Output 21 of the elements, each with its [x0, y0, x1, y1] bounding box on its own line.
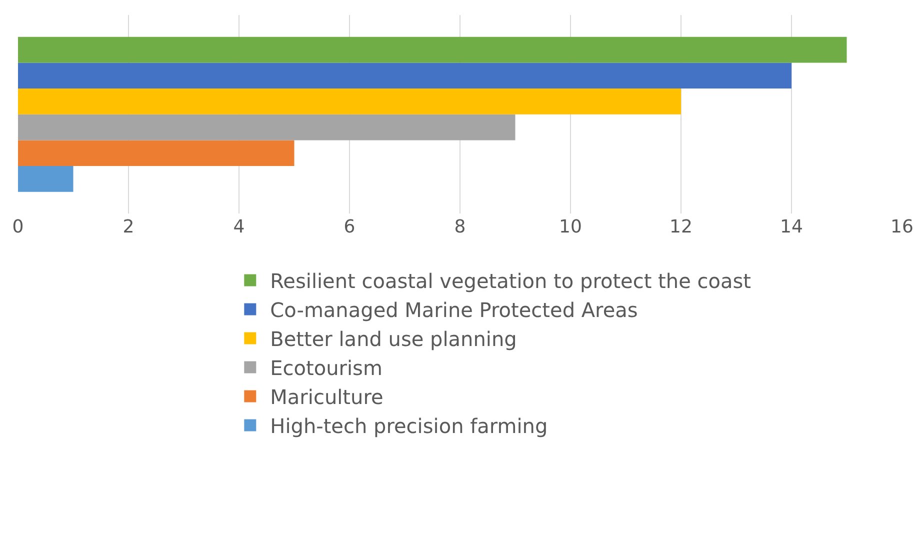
- x-tick-label: 14: [780, 216, 803, 238]
- x-tick-label: 4: [233, 216, 245, 238]
- legend-label: Co-managed Marine Protected Areas: [270, 298, 638, 322]
- bar: [18, 114, 516, 140]
- legend-label: Mariculture: [270, 385, 384, 410]
- x-tick-label: 0: [12, 216, 24, 238]
- x-tick-label: 10: [559, 216, 582, 238]
- bar: [18, 88, 681, 114]
- x-tick-label: 6: [344, 216, 356, 238]
- legend-label: Better land use planning: [270, 327, 517, 352]
- bar: [18, 166, 74, 192]
- bar: [18, 62, 792, 89]
- bar: [18, 140, 294, 166]
- legend-label: Ecotourism: [270, 356, 382, 380]
- x-tick-label: 16: [890, 216, 914, 238]
- bar: [18, 36, 847, 63]
- x-tick-label: 2: [122, 216, 134, 238]
- legend-label: High-tech precision farming: [270, 414, 548, 438]
- x-tick-label: 12: [670, 216, 692, 238]
- legend-label: Resilient coastal vegetation to protect the coast: [270, 269, 752, 294]
- x-tick-label: 8: [454, 216, 466, 238]
